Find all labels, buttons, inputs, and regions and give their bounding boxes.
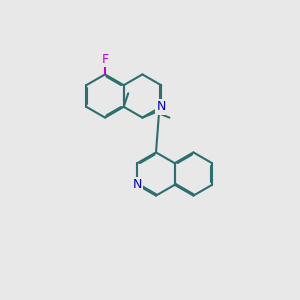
Text: F: F [101, 53, 109, 66]
Text: N: N [156, 100, 166, 113]
Text: N: N [133, 178, 142, 191]
